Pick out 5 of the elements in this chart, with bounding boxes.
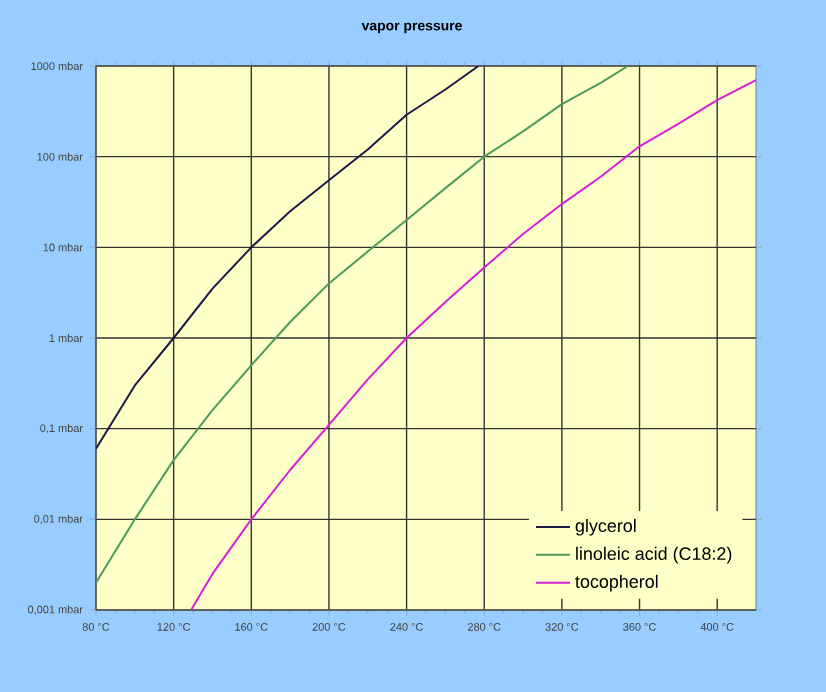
line-series bbox=[190, 79, 757, 610]
legend-label: glycerol bbox=[575, 518, 636, 536]
line-series bbox=[96, 66, 480, 450]
legend-label: tocopherol bbox=[575, 574, 658, 592]
legend-label: linoleic acid (C18:2) bbox=[576, 546, 732, 564]
